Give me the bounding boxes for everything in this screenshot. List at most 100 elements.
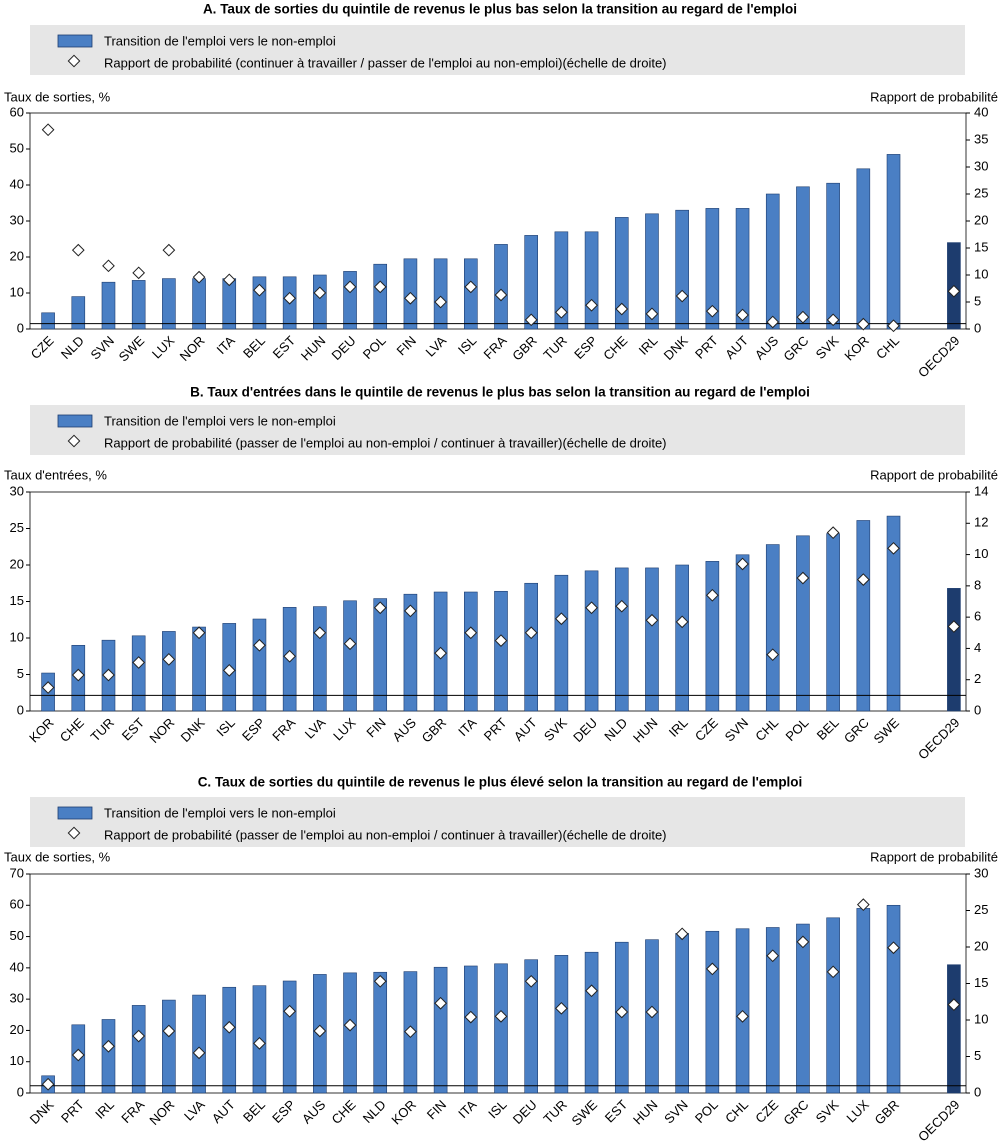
- legend-swatch: [57, 414, 93, 428]
- y2-axis-label: Rapport de probabilité: [870, 89, 998, 104]
- x-tick-label: ESP: [239, 715, 268, 744]
- legend-label: Rapport de probabilité (continuer à trav…: [104, 55, 667, 70]
- marker: [434, 295, 447, 309]
- bar: [282, 980, 297, 1094]
- marker: [524, 313, 538, 327]
- y-tick-label: 25: [10, 520, 24, 535]
- bar: [584, 570, 599, 712]
- y2-tick-label: 0: [974, 702, 981, 717]
- marker: [494, 634, 508, 647]
- bar: [765, 193, 780, 330]
- bar: [856, 520, 871, 712]
- marker: [675, 615, 689, 629]
- bar: [524, 582, 538, 712]
- y-tick-label: 20: [10, 1022, 24, 1037]
- x-tick-label: PRT: [58, 1097, 87, 1126]
- marker: [373, 280, 387, 294]
- marker: [102, 259, 115, 273]
- x-tick-label: PRT: [481, 715, 510, 744]
- y-tick-label: 10: [10, 629, 24, 644]
- y2-tick-label: 30: [974, 865, 988, 880]
- x-tick-label: AUS: [752, 333, 782, 363]
- x-tick-label: FRA: [118, 1097, 147, 1126]
- marker: [222, 273, 236, 287]
- marker: [464, 1010, 478, 1024]
- x-tick-label: ESP: [269, 1097, 298, 1126]
- bar: [162, 999, 176, 1094]
- x-tick-label: TUR: [88, 715, 117, 744]
- y2-tick-label: 12: [974, 515, 988, 530]
- x-tick-label: NLD: [601, 715, 630, 744]
- x-tick-label: POL: [692, 1097, 721, 1126]
- x-tick-label: GBR: [872, 1097, 903, 1128]
- x-tick-label: NOR: [146, 715, 177, 746]
- y2-tick-label: 5: [974, 1048, 981, 1063]
- marker: [524, 974, 538, 988]
- x-tick-label: EST: [270, 333, 299, 362]
- x-tick-label: EST: [119, 715, 148, 744]
- y-tick-label: 0: [17, 702, 24, 717]
- y2-tick-label: 30: [974, 158, 988, 173]
- y2-tick-label: 40: [974, 104, 988, 119]
- x-tick-label: POL: [782, 715, 811, 744]
- x-tick-label: KOR: [841, 333, 872, 364]
- bar: [403, 593, 418, 712]
- marker: [675, 289, 689, 303]
- x-tick-label: OECD29: [915, 333, 962, 380]
- x-tick-label: ITA: [455, 715, 479, 739]
- bar: [373, 263, 388, 330]
- x-tick-label: SWE: [116, 333, 148, 365]
- marker: [404, 604, 417, 618]
- marker: [253, 638, 266, 652]
- y-tick-label: 15: [10, 593, 24, 608]
- marker: [222, 663, 236, 677]
- x-tick-label: GRC: [780, 1097, 811, 1128]
- bar: [131, 635, 146, 712]
- y-tick-label: 60: [10, 897, 24, 912]
- x-tick-label: GRC: [841, 715, 872, 746]
- bar: [222, 986, 237, 1094]
- y-tick-label: 50: [10, 928, 24, 943]
- marker: [192, 1046, 206, 1060]
- marker: [162, 1024, 176, 1038]
- legend-label: Transition de l'emploi vers le non-emplo…: [104, 805, 336, 820]
- x-tick-label: CHE: [600, 333, 630, 363]
- bar: [343, 972, 357, 1094]
- bar: [101, 281, 116, 330]
- y2-axis-label: Rapport de probabilité: [870, 467, 998, 482]
- marker: [736, 308, 749, 322]
- marker: [705, 304, 719, 318]
- marker: [645, 1005, 659, 1019]
- bar: [856, 908, 871, 1094]
- y2-tick-label: 10: [974, 266, 988, 281]
- marker: [253, 283, 266, 297]
- marker: [162, 653, 176, 666]
- x-tick-label: OECD29: [915, 715, 962, 762]
- marker: [766, 648, 780, 662]
- marker: [947, 620, 961, 633]
- marker: [947, 284, 961, 298]
- bar: [554, 955, 569, 1094]
- bar: [313, 274, 327, 330]
- bar: [192, 278, 206, 330]
- marker: [283, 291, 297, 305]
- marker: [615, 599, 629, 613]
- marker: [494, 288, 508, 302]
- x-tick-label: ITA: [455, 1097, 479, 1121]
- marker: [404, 291, 417, 305]
- bar: [131, 1005, 146, 1094]
- marker: [615, 302, 629, 316]
- bar: [886, 515, 901, 712]
- marker: [856, 573, 870, 586]
- bar: [856, 168, 871, 330]
- chart-title: A. Taux de sorties du quintile de revenu…: [203, 2, 797, 17]
- marker: [826, 313, 840, 327]
- x-tick-label: TUR: [540, 1097, 569, 1126]
- marker: [947, 998, 961, 1012]
- bar: [947, 964, 961, 1094]
- marker: [404, 1025, 417, 1039]
- marker: [887, 541, 900, 555]
- bar: [343, 600, 357, 712]
- x-tick-label: POL: [360, 333, 389, 362]
- y2-tick-label: 35: [974, 131, 988, 146]
